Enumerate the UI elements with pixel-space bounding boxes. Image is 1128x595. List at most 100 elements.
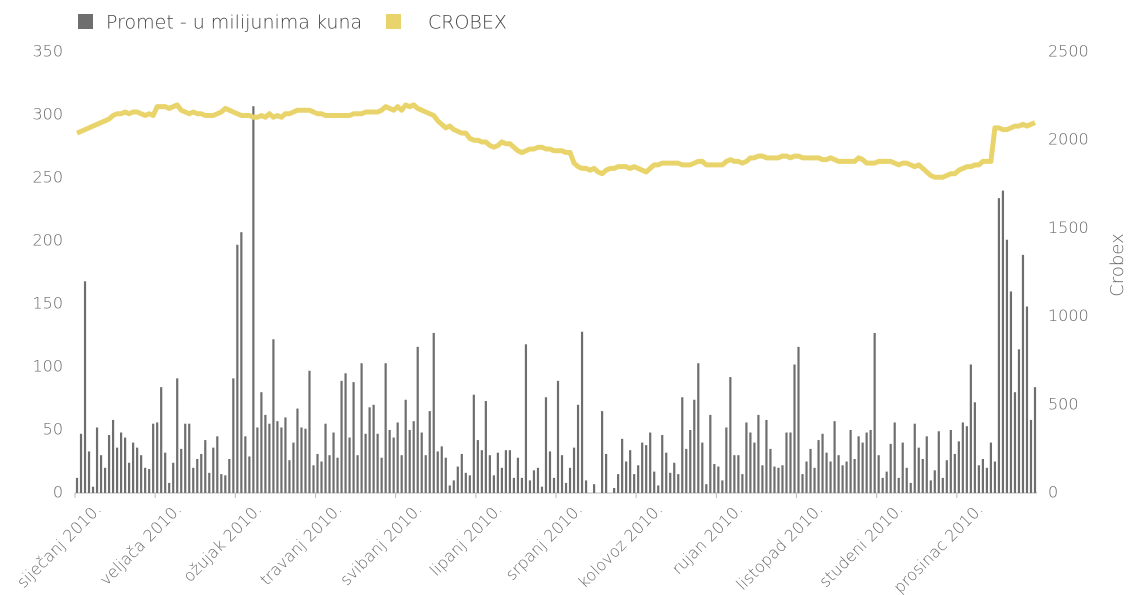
bar [288,460,291,493]
bar [761,465,764,493]
bar [629,450,632,493]
bar [316,453,319,493]
legend-swatch [78,14,93,29]
bar [91,486,95,493]
bar [665,452,668,493]
bar [945,460,948,493]
bar [745,422,748,493]
bar [661,435,664,493]
bar [136,447,139,493]
bar [625,461,628,493]
bar [103,467,107,493]
bar [861,442,864,493]
bar [296,408,299,493]
bar [376,433,379,493]
bar [500,467,503,493]
bar [364,433,367,493]
bar [1033,387,1037,493]
bar [937,431,940,493]
bar [857,436,860,493]
bar [168,482,171,493]
bar [83,281,87,493]
bar [961,422,964,493]
x-tick-label: listopad 2010. [732,500,826,594]
bar [985,467,988,493]
bar [1021,254,1025,493]
bar [977,465,980,493]
x-tick-label: kolovoz 2010. [574,500,666,592]
bar [111,419,115,493]
bar [176,378,179,493]
bar [260,392,263,493]
bar [548,451,552,493]
bar [673,462,676,493]
bar [853,458,856,493]
bar [328,455,331,493]
bar [869,430,872,493]
bar [741,474,744,493]
bar [669,472,672,493]
y2-axis-label: Crobex [1107,233,1128,296]
bar [829,461,832,493]
bar [797,346,800,493]
bar [793,364,796,493]
legend-swatch [386,14,401,29]
bar [356,455,359,493]
bar [773,466,776,493]
bar [152,423,155,493]
bar [448,485,451,493]
bar [717,466,720,493]
bar [344,373,347,493]
bar [564,482,568,493]
bar [825,452,828,493]
bar [212,447,215,493]
bar [304,428,307,493]
bar [957,441,960,493]
bar [849,430,852,493]
bar [256,427,259,493]
bar [115,447,119,493]
bar [701,442,704,493]
bar [777,467,780,493]
bar [368,407,371,493]
bar [993,461,997,493]
bar [292,442,295,493]
bar [576,404,580,493]
bar [156,422,159,493]
bar [119,432,123,493]
bar [605,453,608,493]
bar [749,432,752,493]
bar [516,457,520,493]
bar [436,451,439,493]
bar [781,465,784,493]
bar [148,469,151,493]
bar [584,480,588,493]
bar [312,465,315,493]
bar [805,461,808,493]
bar [332,432,335,493]
bar [969,364,972,493]
y-tick-label: 350 [32,42,63,61]
bar [785,432,788,493]
bar [504,450,507,493]
bar [873,332,876,493]
bar [921,458,924,493]
bar [769,448,772,493]
y-tick-label: 200 [32,231,63,250]
bar [352,382,355,493]
bar [216,436,219,493]
bar [580,331,584,493]
bar [428,411,431,493]
bar [340,380,343,493]
bar [324,423,327,493]
y-tick-label: 0 [53,483,63,502]
bar [228,458,231,493]
x-tick-label: svibanj 2010. [336,500,426,590]
bar [432,332,435,493]
bar [1025,306,1029,493]
bar [965,426,968,493]
bar [172,462,175,493]
bar [925,436,928,493]
bar [132,442,135,493]
bar [268,423,271,493]
